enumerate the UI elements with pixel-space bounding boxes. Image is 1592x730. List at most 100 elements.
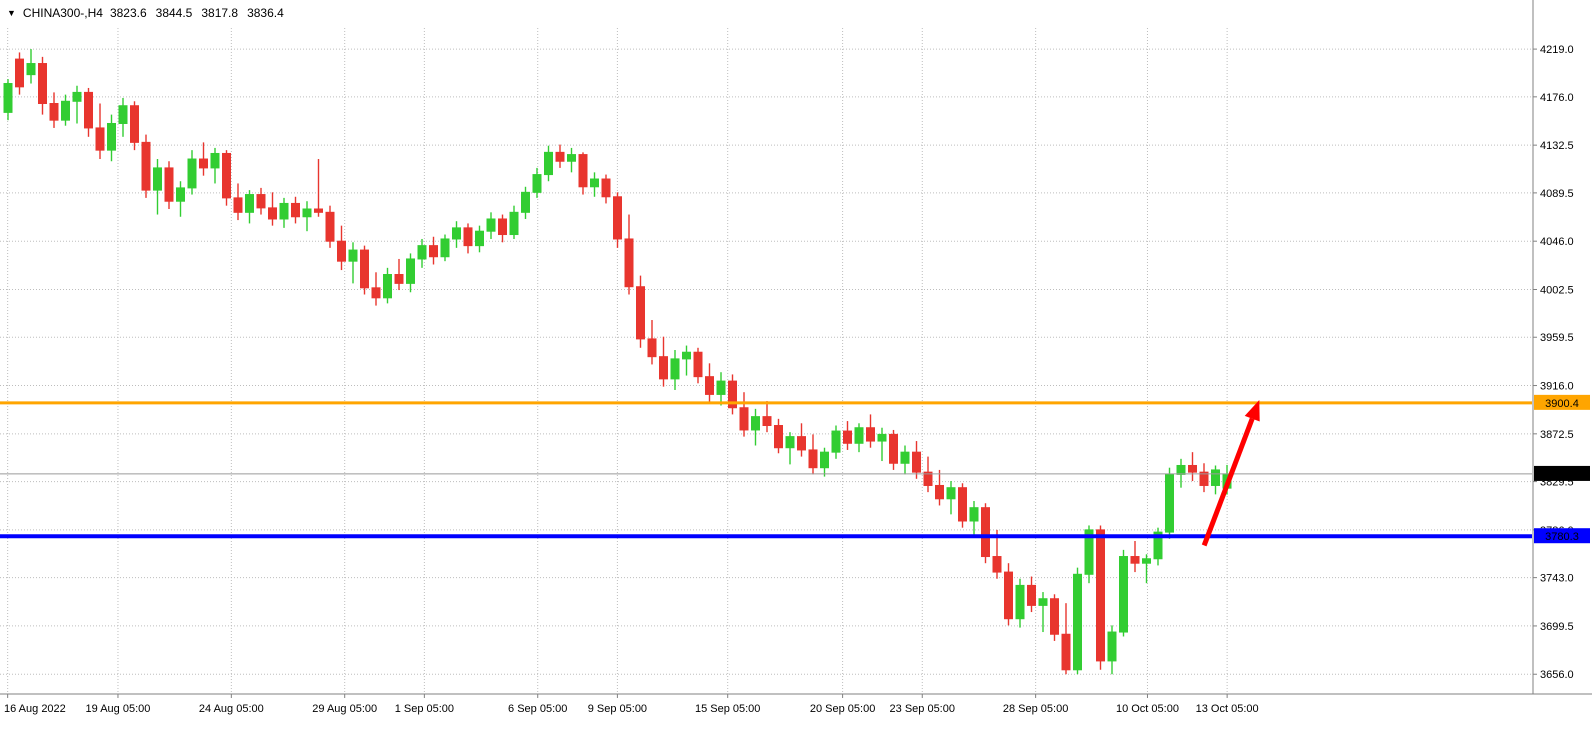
candle-body <box>429 245 438 258</box>
candle-body <box>1165 473 1174 533</box>
candle <box>751 408 760 446</box>
candle <box>636 275 645 348</box>
candle <box>153 159 162 215</box>
candle-body <box>935 484 944 500</box>
price-tick-label: 4176.0 <box>1540 92 1574 104</box>
candle <box>245 190 254 224</box>
candle-body <box>1130 556 1140 564</box>
svg-text:3836.4: 3836.4 <box>1545 469 1579 481</box>
candle-body <box>15 58 24 88</box>
candle-body <box>406 258 415 284</box>
candle <box>1096 525 1105 670</box>
candle-body <box>923 471 933 486</box>
candle-body <box>567 154 576 162</box>
candle <box>210 147 220 184</box>
candle <box>1211 465 1220 495</box>
price-tick-label: 4219.0 <box>1540 44 1574 56</box>
candle-body <box>774 425 783 449</box>
candle <box>72 85 82 124</box>
price-tick-label: 3699.5 <box>1540 621 1574 633</box>
candle <box>532 167 542 198</box>
time-tick-label: 24 Aug 05:00 <box>199 703 264 715</box>
candle <box>728 374 737 415</box>
candle <box>1050 594 1059 641</box>
candle-body <box>1119 556 1128 633</box>
candle <box>463 223 473 254</box>
candle <box>1015 578 1025 628</box>
candle <box>682 345 691 376</box>
price-lines <box>0 401 1532 539</box>
candle-body <box>498 218 507 236</box>
candle <box>406 253 415 293</box>
svg-text:3780.3: 3780.3 <box>1545 531 1579 543</box>
candle-body <box>222 152 231 199</box>
candle <box>567 147 576 173</box>
candle-body <box>452 227 461 240</box>
price-tick-label: 4132.5 <box>1540 140 1574 152</box>
ohlc-high: 3844.5 <box>155 6 193 20</box>
candle-body <box>797 436 806 451</box>
candle <box>440 234 450 262</box>
candle <box>130 101 139 151</box>
candle-body <box>590 178 599 188</box>
candle <box>1027 576 1036 613</box>
candle-body <box>164 167 174 202</box>
candle <box>383 267 392 304</box>
resistance-line-label: 3900.4 <box>1534 394 1590 410</box>
candle-body <box>682 351 691 360</box>
time-axis[interactable]: 16 Aug 2022 19 Aug 05:00 24 Aug 05:00 29 Au… <box>4 694 1259 715</box>
candle <box>555 144 565 168</box>
candle-body <box>578 154 588 188</box>
candle <box>981 503 990 564</box>
candle <box>26 49 36 84</box>
candle-body <box>762 416 772 427</box>
candle-body <box>291 202 300 218</box>
svg-text:3900.4: 3900.4 <box>1545 398 1579 410</box>
candle-body <box>325 211 335 242</box>
price-axis[interactable]: 4219.0 4176.0 4132.5 4089.5 4046.0 4002.5 3959… <box>1533 44 1590 681</box>
candle-body <box>1084 529 1094 575</box>
candle-body <box>624 238 634 288</box>
candle <box>739 392 749 437</box>
collapse-icon[interactable]: ▼ <box>7 8 16 18</box>
candle-body <box>279 202 289 220</box>
candle <box>1199 463 1209 493</box>
candle <box>187 150 197 195</box>
candle <box>1142 554 1151 584</box>
candle-body <box>199 158 208 169</box>
candle-body <box>889 433 898 464</box>
candle-body <box>337 240 346 262</box>
candle-body <box>1061 633 1071 671</box>
candle-body <box>1027 584 1036 606</box>
candle-body <box>1015 584 1025 620</box>
candle <box>1084 525 1094 584</box>
candle <box>107 114 116 162</box>
candle <box>38 56 47 115</box>
candle <box>958 483 967 528</box>
candle-body <box>417 245 427 260</box>
candle <box>371 272 381 306</box>
candle <box>348 242 358 284</box>
time-tick-label: 15 Sep 05:00 <box>695 703 760 715</box>
candle-body <box>118 105 128 124</box>
candle <box>1119 549 1128 637</box>
candle <box>256 187 266 215</box>
candle-body <box>1153 531 1163 560</box>
trend-arrow-annotation[interactable] <box>1201 399 1260 547</box>
candle-body <box>486 218 496 232</box>
price-tick-label: 4002.5 <box>1540 284 1574 296</box>
candle-body <box>463 227 473 247</box>
candle <box>820 447 829 477</box>
candle-body <box>808 449 818 469</box>
symbol-info: ▼ CHINA300-,H4 3823.6 3844.5 3817.8 3836… <box>7 6 284 20</box>
candle <box>854 423 864 453</box>
price-tick-label: 3959.5 <box>1540 332 1574 344</box>
candle-body <box>38 63 47 105</box>
candle-body <box>268 207 277 220</box>
ohlc-values: 3823.6 3844.5 3817.8 3836.4 <box>110 6 284 20</box>
candle-body <box>1096 529 1105 662</box>
candle <box>3 79 13 121</box>
time-tick-label: 19 Aug 05:00 <box>86 703 151 715</box>
candle <box>624 214 634 295</box>
